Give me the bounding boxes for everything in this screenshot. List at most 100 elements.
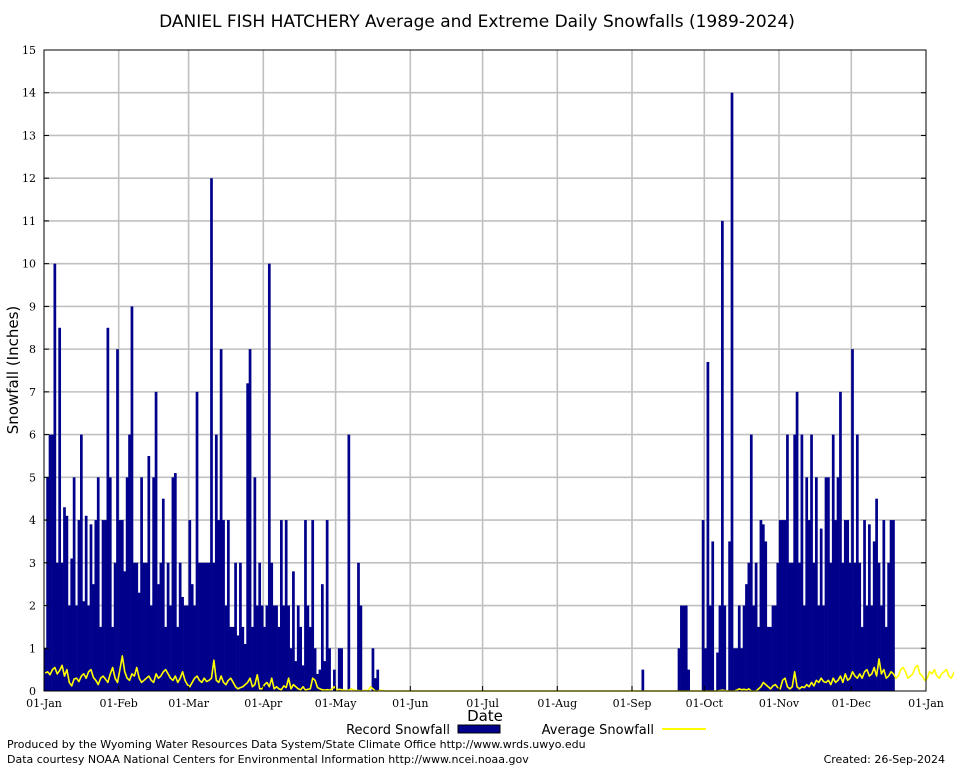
y-tick-label: 13 [22,129,36,142]
record-snowfall-bar [84,515,88,691]
record-snowfall-bar [299,626,302,691]
record-snowfall-bar [841,562,845,691]
record-snowfall-bar [822,605,825,691]
y-tick-label: 7 [29,386,36,399]
record-snowfall-bar [882,520,886,691]
record-snowfall-bar [142,562,146,691]
record-snowfall-bar [771,605,775,691]
record-snowfall-bar [848,562,852,691]
record-snowfall-bar [819,528,823,691]
record-snowfall-bar [99,626,102,691]
record-snowfall-bar [684,605,688,691]
record-snowfall-bar [87,605,90,691]
record-snowfall-bar [248,349,252,691]
record-snowfall-bar [80,434,83,691]
record-snowfall-bar [253,477,257,691]
record-snowfall-bar [851,349,854,691]
record-snowfall-bar [718,605,722,691]
x-tick-label: 01-Sep [613,697,652,710]
record-snowfall-bar [316,673,319,691]
x-tick-label: 01-Dec [832,697,871,710]
record-snowfall-bar [96,477,100,691]
record-snowfall-bar [328,648,331,691]
record-snowfall-bar [868,524,871,691]
record-snowfall-bar [70,558,74,691]
record-snowfall-bar [304,520,307,691]
record-snowfall-bar [154,391,158,691]
record-snowfall-bar [320,584,324,691]
record-snowfall-bar [817,605,821,691]
record-snowfall-bar [301,665,305,691]
record-snowfall-bar [202,562,206,691]
record-snowfall-bar [313,648,317,691]
record-snowfall-bar [65,515,69,691]
record-snowfall-bar [786,434,789,691]
record-snowfall-bar [807,520,811,691]
record-snowfall-bar [716,652,719,691]
record-snowfall-bar [357,562,360,691]
record-snowfall-bar [733,648,736,691]
record-snowfall-bar [829,562,833,691]
record-snowfall-bar [94,520,98,691]
record-snowfall-bar [877,562,881,691]
record-snowfall-bar [287,605,290,691]
record-snowfall-bar [783,520,787,691]
record-snowfall-bar [272,605,276,691]
record-snowfall-bar [263,626,266,691]
record-snowfall-bar [677,648,681,691]
record-snowfall-bar [843,520,847,691]
record-snowfall-bar [210,178,213,691]
record-snowfall-bar [289,648,293,691]
record-snowfall-bar [711,541,715,691]
record-snowfall-bar [169,605,172,691]
record-snowfall-bar [834,520,837,691]
record-snowfall-bar [217,520,221,691]
record-snowfall-bar [798,562,801,691]
record-snowfall-bar [147,455,151,691]
y-tick-label: 1 [29,642,36,655]
record-snowfall-bar [836,477,840,691]
x-tick-label: 01-Jan [908,697,944,710]
record-snowfall-bar [704,648,707,691]
record-snowfall-bar [48,434,52,691]
record-snowfall-bar [176,626,180,691]
record-snowfall-bar [135,562,139,691]
footer-created-date: Created: 26-Sep-2024 [824,753,945,766]
record-snowfall-bar [347,434,351,691]
record-snowfall-bar [116,349,119,691]
record-snowfall-bar [284,520,288,691]
record-snowfall-bar [374,678,377,691]
x-tick-label: 01-Nov [759,697,800,710]
record-snowfall-bar [754,562,758,691]
record-snowfall-bar [130,306,134,691]
legend: Record Snowfall Average Snowfall [346,723,706,738]
record-snowfall-bar [680,605,683,691]
record-snowfall-bar [701,520,705,691]
record-snowfall-bar [333,669,336,691]
plot-frame [43,49,927,692]
record-snowfall-bar [125,477,129,691]
record-snowfall-bar [340,648,343,691]
record-snowfall-bar [193,605,196,691]
record-snowfall-bar [641,669,645,691]
record-snowfall-bar [728,541,731,691]
x-tick-label: 01-Jun [392,697,428,710]
record-snowfall-bar [207,562,211,691]
x-tick-label: 01-Feb [100,697,138,710]
record-snowfall-bar [880,605,883,691]
record-snowfall-bar [752,605,756,691]
y-tick-label: 10 [22,258,36,271]
y-tick-label: 6 [29,429,36,442]
legend-record-swatch [457,724,501,734]
record-snowfall-bar [860,626,864,691]
legend-average-label: Average Snowfall [542,723,654,738]
record-snowfall-bar [708,605,712,691]
x-tick-label: 01-Aug [537,697,577,710]
record-snowfall-bar [781,520,784,691]
record-snowfall-bar [294,661,298,691]
record-snowfall-bar [92,584,95,691]
x-tick-label: 01-Jan [26,697,62,710]
record-snowfall-bar [159,562,163,691]
record-snowfall-bar [776,562,780,691]
record-snowfall-bar [292,571,295,691]
